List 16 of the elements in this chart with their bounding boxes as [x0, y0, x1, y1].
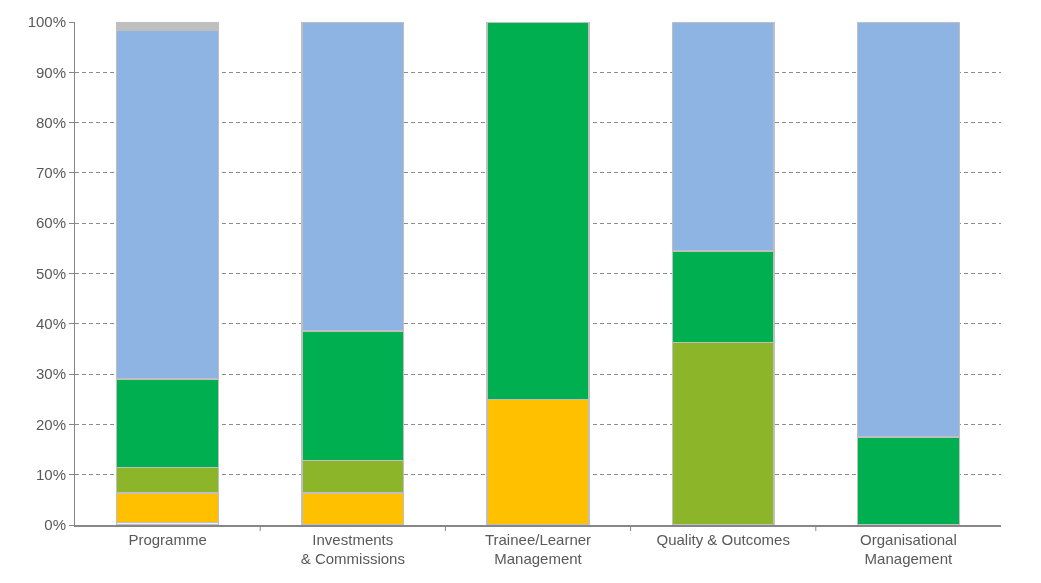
x-tick-label: Organisational Management — [860, 530, 957, 567]
y-tick-label: 40% — [35, 315, 66, 333]
y-tick-label: 60% — [35, 214, 66, 232]
x-tick-label: Trainee/Learner Management — [484, 530, 592, 567]
x-tick-label: Investments & Commissions — [300, 530, 405, 567]
y-tick-label: 80% — [35, 113, 66, 131]
y-tick-label: 100% — [27, 13, 66, 31]
y-tick-label: 30% — [35, 365, 66, 383]
y-tick-label: 20% — [35, 415, 66, 433]
x-tick-label: Quality & Outcomes — [656, 530, 790, 548]
y-tick-label: 0% — [44, 516, 66, 534]
y-tick-label: 50% — [35, 264, 66, 282]
y-tick-label: 70% — [35, 164, 66, 182]
y-tick-label: 90% — [35, 63, 66, 81]
y-tick-label: 10% — [35, 465, 66, 483]
x-tick-label: Programme — [128, 530, 207, 548]
